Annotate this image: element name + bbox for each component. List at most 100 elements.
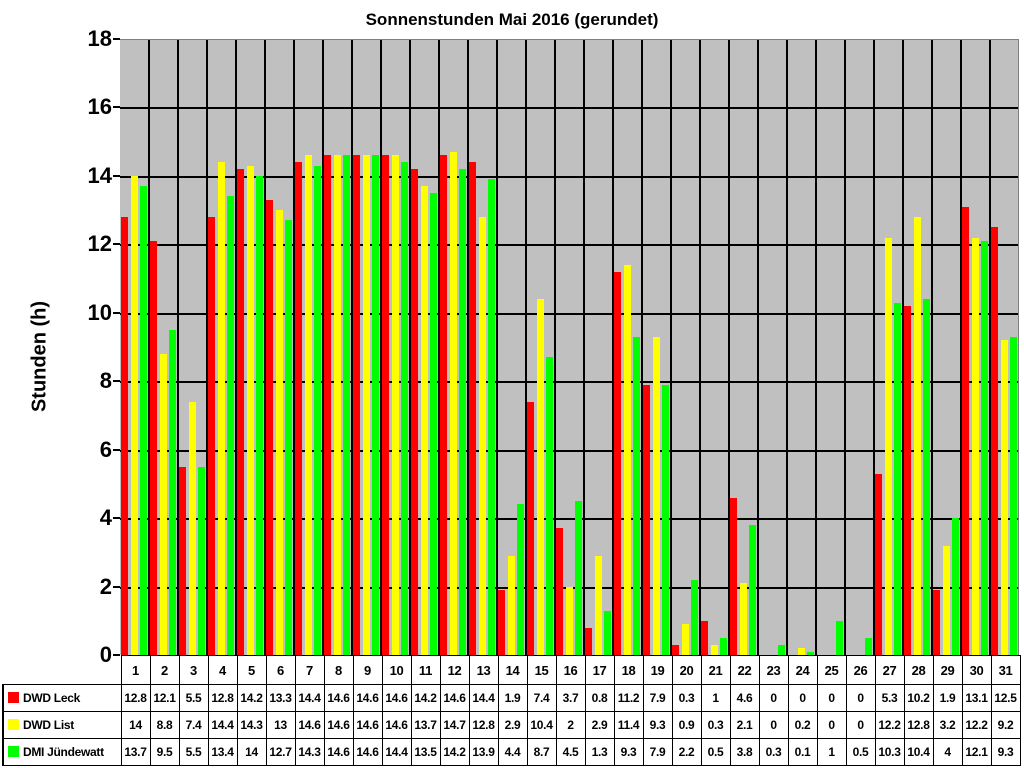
x-category-label: 30 xyxy=(961,655,992,685)
y-tick-mark xyxy=(113,654,120,656)
gridline-vertical xyxy=(264,40,266,655)
bar xyxy=(150,240,157,655)
table-cell: 11.2 xyxy=(613,684,644,712)
bar xyxy=(478,216,486,655)
table-cell: 14.6 xyxy=(352,738,383,766)
bar xyxy=(865,637,872,655)
bar xyxy=(237,169,244,655)
x-category-label: 19 xyxy=(642,655,673,685)
table-cell: 9.3 xyxy=(990,738,1021,766)
y-tick-label: 12 xyxy=(87,231,112,257)
bar xyxy=(507,555,515,655)
legend-label: DWD Leck xyxy=(23,691,80,705)
bar xyxy=(459,169,466,655)
data-table: 1 2 3 4 5 6 7 8 9 10 11 12 13 14 15 16 17 18 19 20 21 22 23 24 2… xyxy=(2,655,1021,766)
gridline-vertical xyxy=(844,40,846,655)
bar xyxy=(401,162,408,655)
table-cell: 12.2 xyxy=(874,711,905,739)
table-cell: 14.3 xyxy=(294,738,325,766)
table-cell: 12.7 xyxy=(265,738,296,766)
table-cell: 13.4 xyxy=(207,738,238,766)
bar xyxy=(449,151,457,655)
table-cell: 14.4 xyxy=(381,738,412,766)
x-category-label: 2 xyxy=(149,655,180,685)
table-cell: 2 xyxy=(555,711,586,739)
bar xyxy=(517,504,524,655)
x-category-label: 9 xyxy=(352,655,383,685)
gridline-vertical xyxy=(496,40,498,655)
bar xyxy=(633,336,640,655)
table-cell: 14.4 xyxy=(207,711,238,739)
table-cell: 2.2 xyxy=(671,738,702,766)
table-cell: 0.5 xyxy=(700,738,731,766)
x-category-label: 7 xyxy=(294,655,325,685)
table-cell: 14.6 xyxy=(352,711,383,739)
x-category-label: 21 xyxy=(700,655,731,685)
bar xyxy=(343,155,350,655)
y-tick-label: 8 xyxy=(99,368,112,394)
table-cell: 3.8 xyxy=(729,738,760,766)
table-cell: 14.2 xyxy=(410,684,441,712)
x-category-label: 31 xyxy=(990,655,1021,685)
y-tick-mark xyxy=(113,448,120,451)
x-category-label: 12 xyxy=(439,655,470,685)
bar xyxy=(797,648,805,655)
gridline-vertical xyxy=(583,40,585,655)
table-cell: 1 xyxy=(700,684,731,712)
table-cell: 11.4 xyxy=(613,711,644,739)
y-tick-label: 10 xyxy=(87,299,112,325)
x-category-label: 26 xyxy=(845,655,876,685)
x-category-label: 16 xyxy=(555,655,586,685)
bar xyxy=(488,179,495,655)
legend-entry: DWD Leck xyxy=(2,684,122,712)
chart-title: Sonnenstunden Mai 2016 (gerundet) xyxy=(365,10,659,29)
bar xyxy=(304,155,312,655)
x-category-label: 25 xyxy=(816,655,847,685)
table-cell: 0.3 xyxy=(758,738,789,766)
table-cell: 4 xyxy=(932,738,963,766)
bar xyxy=(285,220,292,655)
table-cell: 12.8 xyxy=(468,711,499,739)
table-cell: 8.7 xyxy=(526,738,557,766)
gridline-vertical xyxy=(554,40,556,655)
table-cell: 14.3 xyxy=(236,711,267,739)
bar xyxy=(604,610,611,655)
gridline-vertical xyxy=(815,40,817,655)
bar xyxy=(807,651,814,655)
gridline-vertical xyxy=(612,40,614,655)
legend-entry: DWD List xyxy=(2,711,122,739)
bar xyxy=(208,216,215,655)
table-cell: 7.4 xyxy=(178,711,209,739)
bar xyxy=(923,299,930,655)
legend-entry: DMI Jündewatt xyxy=(2,738,122,766)
bar xyxy=(324,155,331,655)
table-cell: 0 xyxy=(787,684,818,712)
x-category-label: 22 xyxy=(729,655,760,685)
gridline-vertical xyxy=(525,40,527,655)
y-tick-mark xyxy=(113,106,120,109)
gridline-vertical xyxy=(728,40,730,655)
table-cell: 5.3 xyxy=(874,684,905,712)
table-cell: 14 xyxy=(236,738,267,766)
bar xyxy=(266,199,273,655)
bar xyxy=(1010,336,1017,655)
table-cell: 3.7 xyxy=(555,684,586,712)
y-tick-mark xyxy=(113,243,120,246)
table-cell: 9.5 xyxy=(149,738,180,766)
table-cell: 0.9 xyxy=(671,711,702,739)
bar xyxy=(169,329,176,655)
bar xyxy=(884,237,892,655)
x-category-label: 13 xyxy=(468,655,499,685)
table-cell: 0 xyxy=(758,711,789,739)
x-category-label: 1 xyxy=(120,655,151,685)
table-cell: 0 xyxy=(816,711,847,739)
y-tick-label: 16 xyxy=(87,94,112,120)
table-cell: 0.8 xyxy=(584,684,615,712)
bar xyxy=(894,302,901,655)
table-cell: 14.6 xyxy=(323,684,354,712)
table-cell: 13 xyxy=(265,711,296,739)
gridline-vertical xyxy=(235,40,237,655)
bar xyxy=(614,271,621,655)
bar xyxy=(585,627,592,655)
bar xyxy=(575,501,582,655)
